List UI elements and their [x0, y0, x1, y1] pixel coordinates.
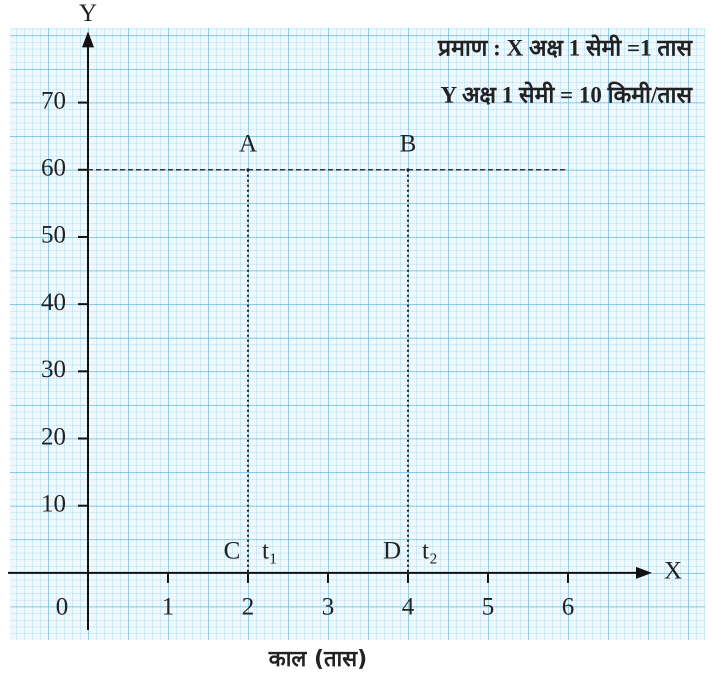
x-tick-label: 3	[322, 594, 335, 621]
y-tick-label: 70	[41, 87, 66, 114]
x-tick-label: 5	[482, 594, 495, 621]
x-tick-label: 6	[562, 594, 575, 621]
y-tick-label: 20	[41, 423, 66, 450]
point-label: B	[400, 131, 417, 158]
note: प्रमाण : X अक्ष 1 सेमी =1 तास	[437, 33, 693, 60]
x-tick-label: 2	[242, 594, 255, 621]
point	[246, 168, 250, 172]
x-tick-label: 4	[402, 594, 415, 621]
y-tick-label: 30	[41, 356, 66, 383]
point	[406, 168, 410, 172]
point-label: A	[239, 131, 257, 158]
y-tick-label: 50	[41, 222, 66, 249]
drop-label: t₂	[422, 538, 438, 565]
x-axis-arrow	[636, 566, 652, 579]
point	[406, 571, 410, 575]
drop-label: t₁	[262, 538, 278, 565]
y-axis-name: Y	[79, 0, 97, 27]
y-axis-arrow	[82, 31, 94, 48]
point-label: C	[224, 538, 241, 565]
x-tick-label: 1	[162, 594, 175, 621]
point-label: D	[383, 538, 401, 565]
x-axis-name: X	[664, 558, 682, 585]
x-axis-label: काल (तास)	[268, 647, 367, 672]
y-tick-label: 10	[41, 490, 66, 517]
y-tick-label: 60	[41, 155, 66, 182]
note: Y अक्ष 1 सेमी = 10 किमी/तास	[440, 80, 693, 107]
x-tick-label: 0	[56, 594, 69, 621]
y-tick-label: 40	[41, 289, 66, 316]
graph-paper	[10, 28, 705, 640]
point	[246, 571, 250, 575]
